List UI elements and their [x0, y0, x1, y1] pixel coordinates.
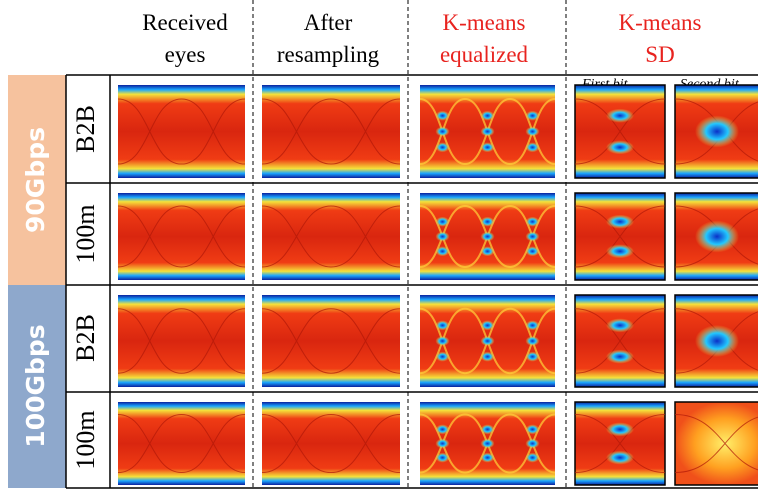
- group-label: 90Gbps: [21, 127, 50, 233]
- eye-opening: [481, 320, 495, 330]
- eye-opening: [481, 424, 495, 434]
- eye-opening: [436, 320, 450, 330]
- eye-opening: [436, 453, 450, 463]
- figure: 90Gbps 100Gbps B2B 100m B2B 100m Receive…: [0, 0, 758, 490]
- eye-opening: [481, 336, 495, 346]
- row-label: 100m: [71, 204, 100, 263]
- eye-opening: [481, 439, 495, 449]
- column-header: After: [304, 10, 353, 35]
- eye-opening: [436, 246, 450, 256]
- eye-opening: [606, 215, 634, 229]
- eye-opening: [526, 246, 540, 256]
- eye-opening: [481, 453, 495, 463]
- eye-opening: [436, 352, 450, 362]
- eye-opening: [481, 232, 495, 242]
- eye-opening: [526, 352, 540, 362]
- column-header: K-means: [442, 10, 525, 35]
- eye-opening: [526, 142, 540, 152]
- eye-opening: [436, 127, 450, 137]
- row-label: 100m: [71, 410, 100, 469]
- eye-opening: [526, 111, 540, 121]
- eye-opening: [526, 453, 540, 463]
- eye-opening: [436, 439, 450, 449]
- eye-opening: [481, 142, 495, 152]
- eye-opening: [481, 352, 495, 362]
- eye-opening: [606, 350, 634, 364]
- eye-opening: [695, 325, 739, 357]
- row-label: B2B: [71, 105, 100, 153]
- eye-opening: [526, 232, 540, 242]
- eye-opening: [695, 221, 739, 253]
- eye-opening: [526, 127, 540, 137]
- column-header: resampling: [277, 42, 380, 67]
- eye-opening: [436, 217, 450, 227]
- eye-opening: [436, 142, 450, 152]
- column-header: equalized: [440, 42, 529, 67]
- eye-opening: [526, 320, 540, 330]
- eye-opening: [436, 424, 450, 434]
- eye-opening: [606, 244, 634, 258]
- eye-opening: [526, 217, 540, 227]
- eye-opening: [606, 109, 634, 123]
- eye-opening: [606, 140, 634, 154]
- eye-opening: [481, 246, 495, 256]
- group-label: 100Gbps: [21, 324, 50, 447]
- eye-opening: [695, 116, 739, 148]
- eye-opening: [606, 422, 634, 436]
- eye-opening: [481, 111, 495, 121]
- eye-opening: [436, 232, 450, 242]
- eye: [675, 402, 758, 485]
- row-label: B2B: [71, 314, 100, 362]
- eye-opening: [481, 217, 495, 227]
- column-header: eyes: [165, 42, 206, 67]
- eye-opening: [481, 127, 495, 137]
- eye-opening: [526, 336, 540, 346]
- eye-opening: [436, 336, 450, 346]
- eye-opening: [606, 318, 634, 332]
- eye-opening: [526, 439, 540, 449]
- column-header: Received: [142, 10, 228, 35]
- column-header: SD: [645, 42, 674, 67]
- eye-opening: [606, 451, 634, 465]
- content: 90Gbps 100Gbps B2B 100m B2B 100m Receive…: [8, 0, 758, 488]
- column-header: K-means: [618, 10, 701, 35]
- eye-opening: [436, 111, 450, 121]
- eye-opening: [526, 424, 540, 434]
